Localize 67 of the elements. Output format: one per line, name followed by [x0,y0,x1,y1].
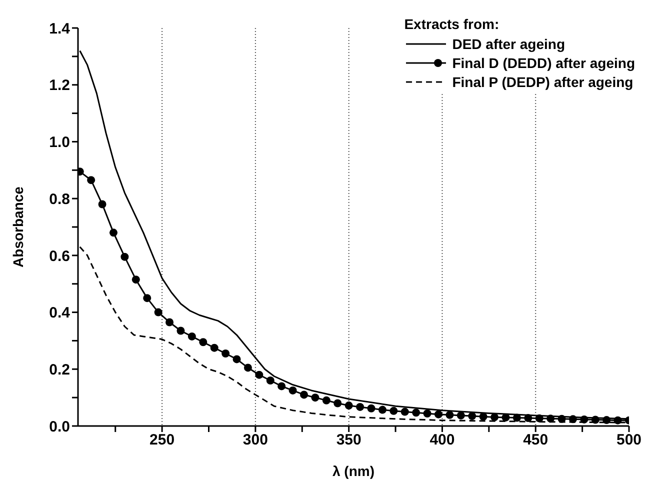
point [456,411,465,420]
point [288,386,297,394]
point [412,408,420,417]
x-tick-label: 300 [242,432,268,449]
x-tick-label: 400 [430,432,455,449]
point [334,399,342,408]
y-tick-label: 1.0 [49,134,70,152]
point [300,390,308,399]
x-axis-title: λ (nm) [332,463,374,479]
point [222,350,230,358]
point [468,412,476,420]
point [166,318,174,326]
point [367,404,376,412]
point [479,412,488,421]
point [512,414,521,422]
y-tick-label: 0.2 [49,361,70,378]
point [176,326,185,335]
point [591,416,600,424]
point [244,364,252,372]
point [568,415,577,424]
point [378,406,386,414]
y-axis-title: Absorbance [10,186,26,268]
point [490,413,499,422]
point [400,408,409,416]
y-tick-label: 1.2 [49,77,70,94]
legend-label: Final P (DEDP) after ageing [452,74,634,90]
point [109,228,118,237]
point [199,338,208,346]
y-tick-label: 0.4 [49,304,71,322]
point [535,414,544,422]
x-tick-label: 250 [150,432,175,449]
point [120,252,129,261]
point [344,402,353,410]
point [356,402,364,411]
point [255,370,264,379]
point [154,308,162,316]
point [311,394,320,402]
y-tick-label: 0.0 [49,418,70,436]
point [546,414,555,423]
y-tick-label: 1.4 [49,20,71,38]
legend-label: DED after ageing [452,36,566,52]
point [434,410,442,418]
x-tick-label: 350 [336,432,362,449]
point [524,414,532,422]
y-tick-label: 0.6 [49,248,70,265]
point [98,200,106,208]
point [558,414,566,423]
point [210,344,218,352]
point [423,409,432,418]
legend-title: Extracts from: [404,16,500,32]
y-tick-label: 0.8 [49,190,70,208]
legend-label: Final D (DEDD) after ageing [452,54,635,70]
point [278,382,286,390]
point [446,410,454,419]
point [188,332,196,340]
point [614,416,622,424]
point [232,355,241,364]
point [322,396,330,404]
point [390,406,398,415]
point [87,176,96,184]
point [580,415,588,424]
point [602,416,611,424]
point [266,376,274,385]
point [132,276,140,284]
x-tick-label: 500 [616,432,642,449]
x-tick-label: 450 [523,432,548,449]
point [143,294,152,302]
